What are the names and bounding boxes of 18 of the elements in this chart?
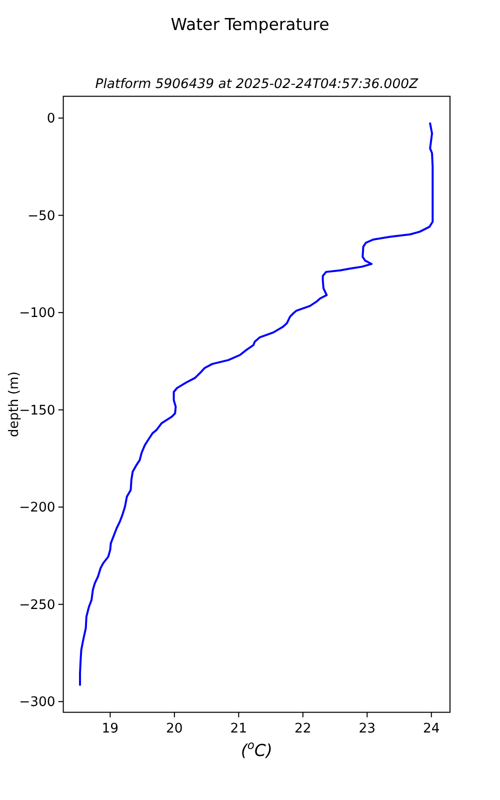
chart-subtitle: Platform 5906439 at 2025-02-24T04:57:36.000Z <box>95 77 419 92</box>
x-tick-label: 23 <box>358 721 376 736</box>
x-tick-label: 22 <box>294 721 312 736</box>
y-tick-label: −50 <box>27 208 56 224</box>
x-tick-label: 21 <box>230 721 248 736</box>
y-axis-title: depth (m) <box>7 371 22 438</box>
y-tick-label: −300 <box>19 695 56 710</box>
x-tick-label: 24 <box>422 721 440 736</box>
y-tick-label: −150 <box>19 403 56 418</box>
y-tick-label: 0 <box>46 112 56 127</box>
line-series <box>79 122 434 686</box>
x-tick-label: 19 <box>102 721 119 736</box>
y-tick-label: −250 <box>19 598 56 613</box>
y-tick-label: −100 <box>19 306 56 322</box>
x-tick-label: 20 <box>166 721 183 736</box>
x-axis-title: ($^{o}$C) <box>240 738 272 760</box>
y-tick-label: −200 <box>19 500 56 516</box>
chart-title: Water Temperature <box>170 15 330 34</box>
